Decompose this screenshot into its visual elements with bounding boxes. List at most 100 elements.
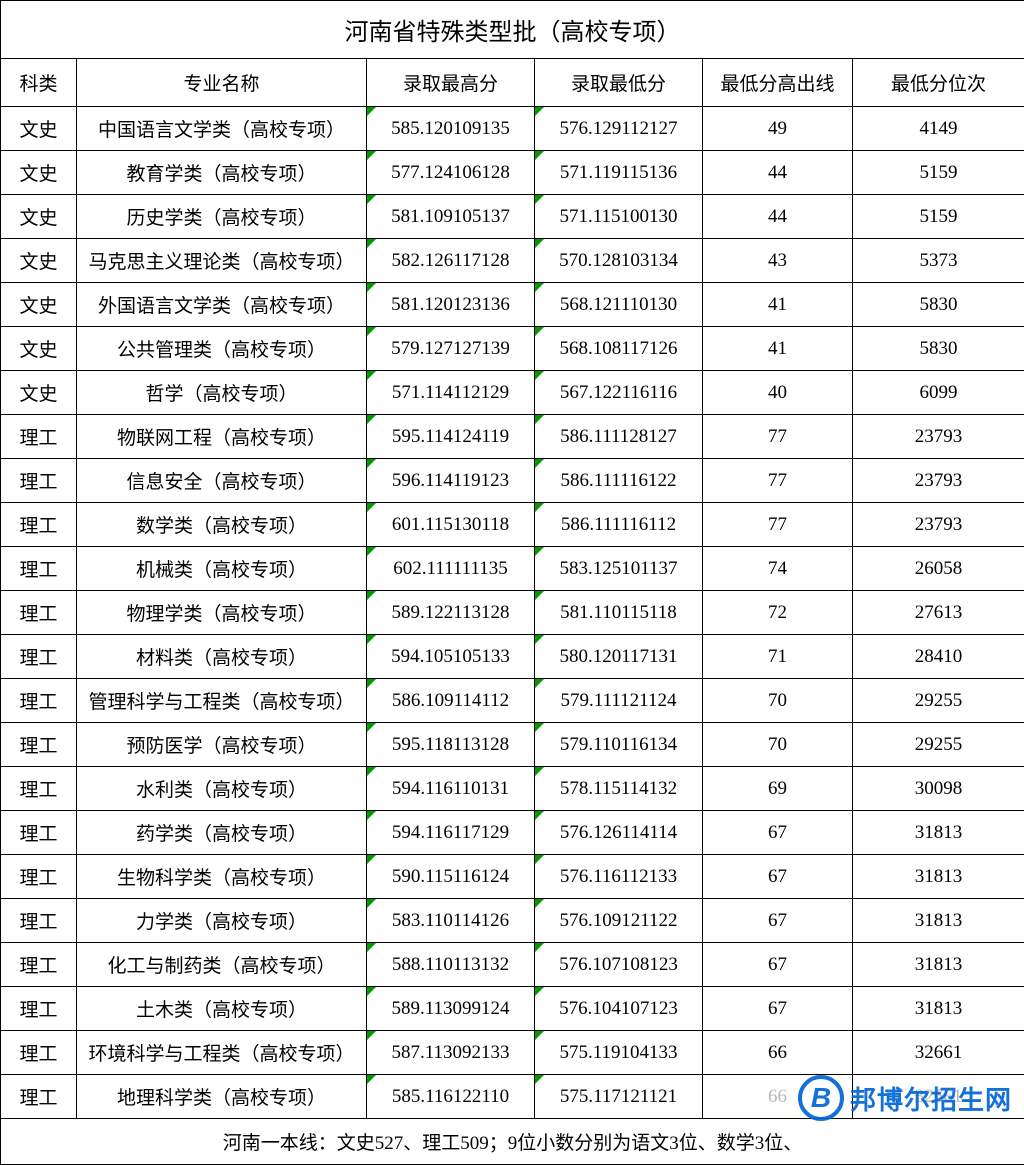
cell-diff: 66 [703,1075,853,1119]
cell-diff: 44 [703,195,853,239]
col-diff: 最低分高出线 [703,59,853,107]
cell-rank: 32661 [853,1031,1024,1075]
cell-diff: 49 [703,107,853,151]
cell-major: 药学类（高校专项） [77,811,367,855]
admission-table: 河南省特殊类型批（高校专项） 科类 专业名称 录取最高分 录取最低分 最低分高出… [0,0,1024,1165]
cell-rank: 23793 [853,459,1024,503]
cell-major: 信息安全（高校专项） [77,459,367,503]
cell-category: 理工 [1,811,77,855]
cell-diff: 72 [703,591,853,635]
cell-category: 理工 [1,987,77,1031]
cell-category: 理工 [1,503,77,547]
cell-low-score: 576.129112127 [535,107,703,151]
cell-high-score: 594.116110131 [367,767,535,811]
cell-low-score: 576.107108123 [535,943,703,987]
cell-category: 理工 [1,767,77,811]
cell-low-score: 571.119115136 [535,151,703,195]
cell-major: 水利类（高校专项） [77,767,367,811]
title-row: 河南省特殊类型批（高校专项） [1,1,1024,59]
table-row: 理工物理学类（高校专项）589.122113128581.11011511872… [1,591,1024,635]
cell-high-score: 581.109105137 [367,195,535,239]
cell-category: 文史 [1,107,77,151]
table-row: 理工预防医学（高校专项）595.118113128579.11011613470… [1,723,1024,767]
cell-low-score: 567.122116116 [535,371,703,415]
cell-rank: 31813 [853,943,1024,987]
cell-low-score: 570.128103134 [535,239,703,283]
cell-high-score: 571.114112129 [367,371,535,415]
table-row: 理工信息安全（高校专项）596.114119123586.11111612277… [1,459,1024,503]
cell-high-score: 594.116117129 [367,811,535,855]
cell-rank: 31813 [853,899,1024,943]
cell-major: 外国语言文学类（高校专项） [77,283,367,327]
cell-rank: 32661 [853,1075,1024,1119]
cell-low-score: 586.111116122 [535,459,703,503]
cell-category: 理工 [1,943,77,987]
cell-low-score: 576.126114114 [535,811,703,855]
cell-diff: 77 [703,415,853,459]
cell-category: 理工 [1,1031,77,1075]
table-row: 文史外国语言文学类（高校专项）581.120123136568.12111013… [1,283,1024,327]
cell-major: 历史学类（高校专项） [77,195,367,239]
cell-low-score: 568.108117126 [535,327,703,371]
cell-high-score: 583.110114126 [367,899,535,943]
cell-low-score: 576.116112133 [535,855,703,899]
cell-rank: 5373 [853,239,1024,283]
cell-category: 文史 [1,195,77,239]
cell-category: 理工 [1,679,77,723]
cell-high-score: 594.105105133 [367,635,535,679]
cell-rank: 5159 [853,151,1024,195]
footnote-row: 河南一本线：文史527、理工509；9位小数分别为语文3位、数学3位、 [1,1119,1024,1165]
cell-diff: 67 [703,943,853,987]
cell-low-score: 586.111116112 [535,503,703,547]
table-row: 文史中国语言文学类（高校专项）585.120109135576.12911212… [1,107,1024,151]
cell-category: 理工 [1,635,77,679]
cell-diff: 77 [703,503,853,547]
cell-high-score: 581.120123136 [367,283,535,327]
table-row: 文史公共管理类（高校专项）579.127127139568.1081171264… [1,327,1024,371]
cell-high-score: 590.115116124 [367,855,535,899]
header-row: 科类 专业名称 录取最高分 录取最低分 最低分高出线 最低分位次 [1,59,1024,107]
cell-category: 理工 [1,855,77,899]
cell-rank: 30098 [853,767,1024,811]
cell-rank: 29255 [853,723,1024,767]
col-low-score: 录取最低分 [535,59,703,107]
cell-category: 理工 [1,547,77,591]
cell-major: 数学类（高校专项） [77,503,367,547]
cell-rank: 29255 [853,679,1024,723]
table-row: 文史哲学（高校专项）571.114112129567.1221161164060… [1,371,1024,415]
cell-major: 材料类（高校专项） [77,635,367,679]
cell-rank: 4149 [853,107,1024,151]
cell-rank: 31813 [853,855,1024,899]
cell-category: 理工 [1,899,77,943]
cell-category: 理工 [1,459,77,503]
cell-category: 理工 [1,1075,77,1119]
cell-diff: 44 [703,151,853,195]
table-row: 理工药学类（高校专项）594.116117129576.126114114673… [1,811,1024,855]
cell-major: 机械类（高校专项） [77,547,367,591]
cell-high-score: 602.111111135 [367,547,535,591]
cell-diff: 67 [703,987,853,1031]
cell-diff: 69 [703,767,853,811]
cell-diff: 70 [703,679,853,723]
cell-low-score: 586.111128127 [535,415,703,459]
cell-category: 文史 [1,327,77,371]
table-row: 文史马克思主义理论类（高校专项）582.126117128570.1281031… [1,239,1024,283]
cell-low-score: 568.121110130 [535,283,703,327]
col-major: 专业名称 [77,59,367,107]
cell-major: 预防医学（高校专项） [77,723,367,767]
cell-high-score: 582.126117128 [367,239,535,283]
cell-category: 理工 [1,415,77,459]
cell-high-score: 596.114119123 [367,459,535,503]
cell-major: 化工与制药类（高校专项） [77,943,367,987]
cell-category: 理工 [1,591,77,635]
table-row: 文史历史学类（高校专项）581.109105137571.11510013044… [1,195,1024,239]
cell-low-score: 576.104107123 [535,987,703,1031]
cell-high-score: 595.118113128 [367,723,535,767]
cell-high-score: 585.120109135 [367,107,535,151]
cell-diff: 41 [703,327,853,371]
cell-diff: 70 [703,723,853,767]
cell-low-score: 575.119104133 [535,1031,703,1075]
cell-major: 管理科学与工程类（高校专项） [77,679,367,723]
cell-diff: 66 [703,1031,853,1075]
cell-diff: 43 [703,239,853,283]
